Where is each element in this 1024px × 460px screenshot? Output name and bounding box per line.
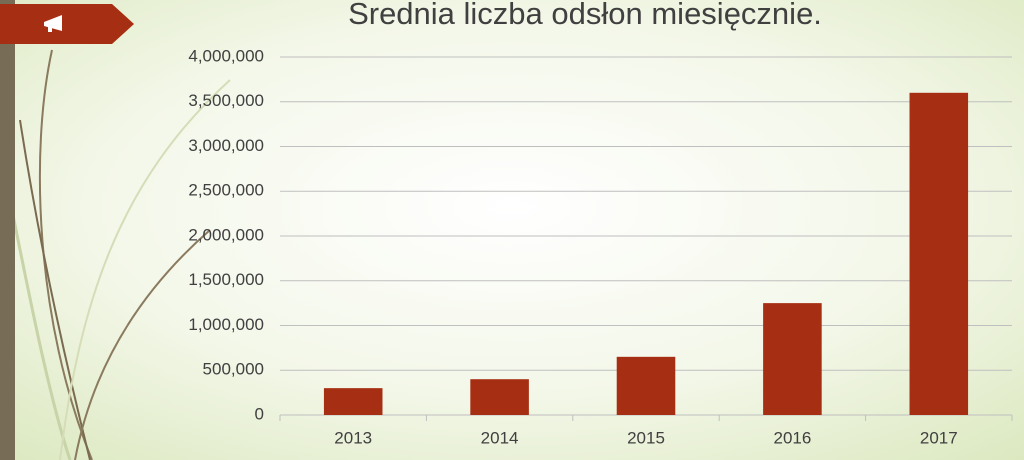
bar xyxy=(616,356,676,415)
bar xyxy=(323,388,383,415)
y-tick-label: 500,000 xyxy=(203,360,264,379)
y-tick-label: 2,500,000 xyxy=(188,181,264,200)
x-tick-label: 2013 xyxy=(334,428,372,447)
megaphone-icon xyxy=(44,15,62,32)
y-tick-label: 0 xyxy=(255,404,264,423)
x-tick-label: 2016 xyxy=(773,428,811,447)
y-tick-label: 1,000,000 xyxy=(188,315,264,334)
bar xyxy=(763,303,822,415)
y-tick-label: 3,500,000 xyxy=(188,91,264,110)
header-tab xyxy=(0,4,134,44)
bar xyxy=(470,379,529,415)
y-tick-label: 1,500,000 xyxy=(188,270,264,289)
bar xyxy=(909,92,969,416)
y-tick-label: 4,000,000 xyxy=(188,46,264,65)
side-strip xyxy=(0,0,15,460)
x-tick-label: 2015 xyxy=(627,428,665,447)
x-tick-label: 2017 xyxy=(920,428,958,447)
y-tick-label: 2,000,000 xyxy=(188,225,264,244)
chart-title: Srednia liczba odsłon miesięcznie. xyxy=(348,0,822,31)
x-tick-label: 2014 xyxy=(481,428,519,447)
decoration xyxy=(8,49,231,460)
y-tick-label: 3,000,000 xyxy=(188,136,264,155)
